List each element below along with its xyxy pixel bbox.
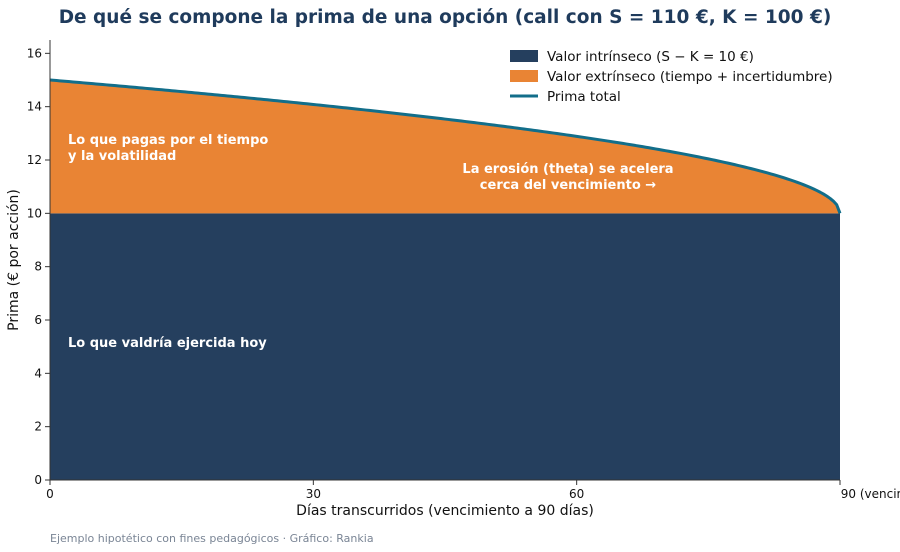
chart-title: De qué se compone la prima de una opción…: [59, 7, 832, 28]
annotation-intrinsic-note: Lo que valdría ejercida hoy: [68, 336, 267, 351]
legend-label: Valor intrínseco (S − K = 10 €): [547, 49, 754, 65]
annotation-line: y la volatilidad: [68, 149, 176, 164]
annotation-theta-note: La erosión (theta) se acelera cerca del v…: [462, 162, 673, 193]
y-axis-label: Prima (€ por acción): [6, 189, 22, 331]
x-tick-label: 90 (vencimiento): [841, 487, 900, 501]
annotation-line: Lo que valdría ejercida hoy: [68, 336, 267, 351]
intrinsic-area: [50, 213, 840, 481]
y-tick-label: 0: [34, 473, 42, 487]
y-tick-label: 14: [27, 100, 42, 114]
legend: Valor intrínseco (S − K = 10 €) Valor ext…: [510, 49, 833, 105]
x-tick-label: 60: [569, 487, 584, 501]
plot-areas: [50, 80, 840, 481]
extrinsic-area: [50, 80, 840, 214]
y-tick-label: 16: [27, 46, 42, 60]
annotation-line: cerca del vencimiento →: [480, 178, 656, 193]
x-tick-label: 30: [306, 487, 321, 501]
legend-swatch: [510, 50, 538, 62]
annotation-extrinsic-note: Lo que pagas por el tiempo y la volatilid…: [68, 133, 268, 164]
x-tick-label: 0: [46, 487, 54, 501]
x-axis-label: Días transcurridos (vencimiento a 90 día…: [296, 503, 594, 519]
total-premium-line: [49, 78, 842, 214]
axes: [49, 40, 840, 481]
x-ticks: 0 30 60 90 (vencimiento): [46, 480, 900, 501]
plot-lines: [49, 78, 842, 214]
annotation-line: Lo que pagas por el tiempo: [68, 133, 268, 148]
legend-swatch: [510, 70, 538, 82]
legend-label: Prima total: [547, 89, 621, 105]
y-tick-label: 10: [27, 206, 42, 220]
y-tick-label: 12: [27, 153, 42, 167]
footer-note: Ejemplo hipotético con fines pedagógicos…: [50, 532, 374, 545]
legend-label: Valor extrínseco (tiempo + incertidumbre…: [547, 69, 833, 85]
annotations: Lo que pagas por el tiempo y la volatilid…: [68, 133, 674, 351]
annotation-line: La erosión (theta) se acelera: [462, 162, 673, 177]
y-tick-label: 6: [34, 313, 42, 327]
y-tick-label: 8: [34, 260, 42, 274]
y-tick-label: 2: [34, 420, 42, 434]
y-ticks: 0 2 4 6 8 10 12 14 16: [27, 46, 50, 487]
y-tick-label: 4: [34, 366, 42, 380]
